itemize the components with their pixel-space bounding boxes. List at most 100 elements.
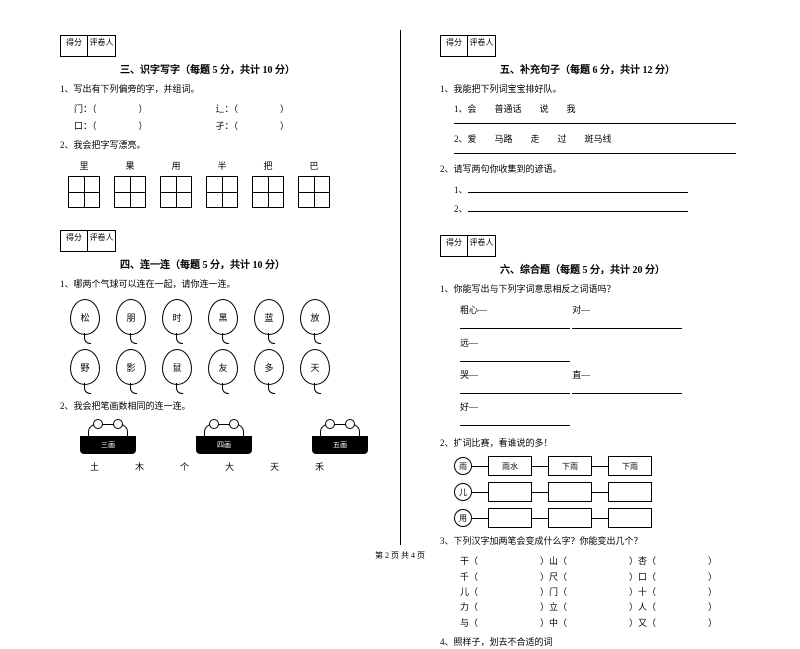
expand-cell[interactable]: 雨水 <box>488 456 532 476</box>
basket-3[interactable]: 三画 <box>80 424 136 454</box>
char-ba: 把 <box>258 159 278 172</box>
balloon[interactable]: 蓝 <box>254 299 284 335</box>
write-box[interactable] <box>160 176 192 208</box>
basket-label: 五画 <box>312 436 368 454</box>
balloon[interactable]: 黑 <box>208 299 238 335</box>
s3-grid-row <box>68 176 370 208</box>
section3-title: 三、识字写字（每题 5 分，共计 10 分） <box>120 61 370 76</box>
radical-kou: 口：（ ） <box>74 119 156 132</box>
basket-4[interactable]: 四画 <box>196 424 252 454</box>
write-box[interactable] <box>206 176 238 208</box>
s4-q2: 2、我会把笔画数相同的连一连。 <box>60 399 370 413</box>
ant-hao[interactable]: 好— <box>460 399 570 431</box>
page-footer: 第 2 页 共 4 页 <box>0 550 800 561</box>
ant-cuxin[interactable]: 粗心— <box>460 302 570 334</box>
score-box-s3: 得分 评卷人 <box>60 35 370 57</box>
expand-cell[interactable] <box>608 508 652 528</box>
radical-zi: 孑：（ ） <box>216 119 298 132</box>
balloon[interactable]: 松 <box>70 299 100 335</box>
left-column: 得分 评卷人 三、识字写字（每题 5 分，共计 10 分） 1、写出有下列偏旁的… <box>0 0 400 545</box>
s4-q1: 1、哪两个气球可以连在一起，请你连一连。 <box>60 277 370 291</box>
expand-cell[interactable]: 下雨 <box>548 456 592 476</box>
expand-cell[interactable] <box>488 482 532 502</box>
reviewer-label: 评卷人 <box>468 35 496 57</box>
s3-radical-row2: 口：（ ） 孑：（ ） <box>74 119 370 132</box>
write-box[interactable] <box>298 176 330 208</box>
expand-cell[interactable] <box>608 482 652 502</box>
balloon[interactable]: 鼠 <box>162 349 192 385</box>
ant-yuan[interactable]: 远— <box>460 335 570 367</box>
s3-q2: 2、我会把字写漂亮。 <box>60 138 370 152</box>
basket-label: 三画 <box>80 436 136 454</box>
basket-label: 四画 <box>196 436 252 454</box>
s6-q4: 4、照样子，划去不合适的词 <box>440 635 750 649</box>
char-tian: 天 <box>270 460 279 473</box>
ant-ku[interactable]: 哭— <box>460 367 570 399</box>
balloon[interactable]: 朋 <box>116 299 146 335</box>
write-box[interactable] <box>68 176 100 208</box>
score-box-s4: 得分 评卷人 <box>60 230 370 252</box>
section6-title: 六、综合题（每题 5 分，共计 20 分） <box>500 261 750 276</box>
s5-blank2[interactable]: 2、 <box>454 202 750 215</box>
expand-head: 用 <box>454 509 472 527</box>
balloon[interactable]: 天 <box>300 349 330 385</box>
balloon[interactable]: 放 <box>300 299 330 335</box>
s3-radical-row1: 门：（ ） 辶：（ ） <box>74 102 370 115</box>
balloon[interactable]: 时 <box>162 299 192 335</box>
char-guo: 果 <box>120 159 140 172</box>
expand-head: 雨 <box>454 457 472 475</box>
char-ge: 个 <box>180 460 189 473</box>
answer-line[interactable] <box>454 153 736 154</box>
ant-zhi[interactable]: 直— <box>572 367 682 399</box>
char-mu: 木 <box>135 460 144 473</box>
char-he: 禾 <box>315 460 324 473</box>
s5-blank1[interactable]: 1、 <box>454 183 750 196</box>
expand-cell[interactable] <box>548 482 592 502</box>
write-box[interactable] <box>252 176 284 208</box>
balloon[interactable]: 友 <box>208 349 238 385</box>
section5-title: 五、补充句子（每题 6 分，共计 12 分） <box>500 61 750 76</box>
basket-5[interactable]: 五画 <box>312 424 368 454</box>
balloon[interactable]: 影 <box>116 349 146 385</box>
char-ban: 半 <box>212 159 232 172</box>
expand-cell[interactable] <box>548 508 592 528</box>
basket-row: 三画 四画 五画 <box>80 424 370 454</box>
score-label: 得分 <box>60 230 88 252</box>
expand-head: 儿 <box>454 483 472 501</box>
balloon-row-top: 松 朋 时 黑 蓝 放 <box>70 299 370 335</box>
reviewer-label: 评卷人 <box>88 230 116 252</box>
s6-q2: 2、扩词比赛，看谁说的多！ <box>440 436 750 450</box>
expand-row-yong: 用 <box>454 508 750 528</box>
expand-cell[interactable]: 下雨 <box>608 456 652 476</box>
section4-title: 四、连一连（每题 5 分，共计 10 分） <box>120 256 370 271</box>
answer-line[interactable] <box>454 123 736 124</box>
score-label: 得分 <box>440 235 468 257</box>
expand-row-er: 儿 <box>454 482 750 502</box>
hz-table: 干（）山（）杏（） 千（）尺（）口（） 儿（）门（）十（） 力（）立（）人（） … <box>440 554 750 630</box>
s4-char-list: 土 木 个 大 天 禾 <box>90 460 370 473</box>
ant-dui[interactable]: 对— <box>572 302 682 334</box>
s6-q3: 3、下列汉字加两笔会变成什么字？你能变出几个？ <box>440 534 750 548</box>
radical-chuo: 辶：（ ） <box>216 102 298 115</box>
score-label: 得分 <box>440 35 468 57</box>
reviewer-label: 评卷人 <box>468 235 496 257</box>
s5-q2: 2、请写两句你收集到的谚语。 <box>440 162 750 176</box>
balloon-row-bottom: 野 影 鼠 友 多 天 <box>70 349 370 385</box>
reviewer-label: 评卷人 <box>88 35 116 57</box>
balloon[interactable]: 野 <box>70 349 100 385</box>
char-da: 大 <box>225 460 234 473</box>
char-li: 里 <box>74 159 94 172</box>
score-box-s5: 得分 评卷人 <box>440 35 750 57</box>
write-box[interactable] <box>114 176 146 208</box>
column-divider <box>400 30 401 545</box>
right-column: 得分 评卷人 五、补充句子（每题 6 分，共计 12 分） 1、我能把下列词宝宝… <box>400 0 800 545</box>
s3-char-labels: 里 果 用 半 把 巴 <box>74 159 370 172</box>
score-label: 得分 <box>60 35 88 57</box>
s5-q1-l1: 1、会 普通话 说 我 <box>454 102 750 115</box>
s5-q1-l2: 2、爱 马路 走 过 斑马线 <box>454 132 750 145</box>
expand-cell[interactable] <box>488 508 532 528</box>
s3-q1: 1、写出有下列偏旁的字，并组词。 <box>60 82 370 96</box>
antonym-row-1: 粗心— 对— 远— <box>460 302 750 367</box>
balloon[interactable]: 多 <box>254 349 284 385</box>
s6-q1: 1、你能写出与下列字词意思相反之词语吗？ <box>440 282 750 296</box>
